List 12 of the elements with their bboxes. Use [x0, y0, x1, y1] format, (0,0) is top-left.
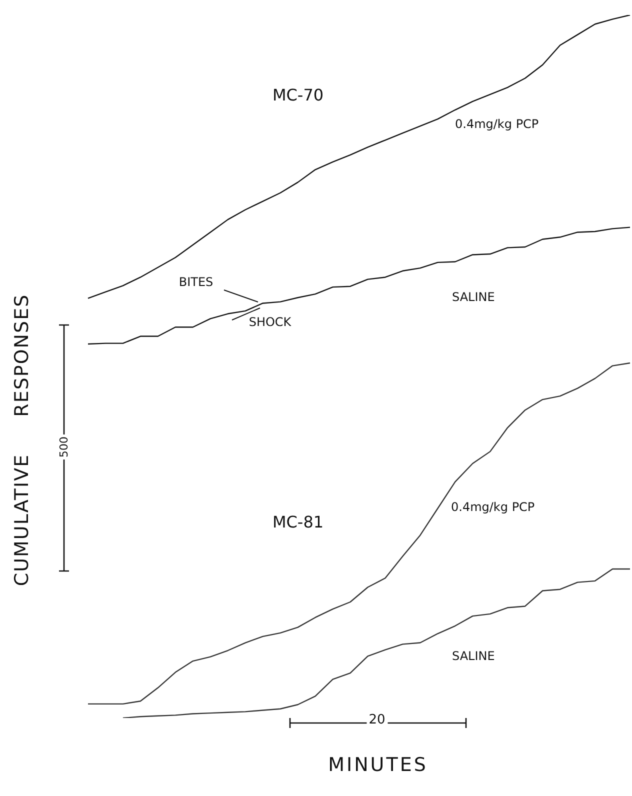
series-label: 0.4mg/kg PCP	[451, 500, 535, 514]
text: 500	[58, 434, 70, 460]
annotation: MC-81	[270, 512, 326, 532]
annotation: BITES	[176, 275, 216, 289]
annotation: SHOCK	[246, 315, 294, 329]
text: SALINE	[452, 290, 495, 304]
x-axis-title: MINUTES	[328, 754, 428, 776]
annotation: MC-70	[270, 86, 326, 104]
series-label: 0.4mg/kg PCP	[455, 117, 539, 132]
series-label: SALINE	[452, 649, 495, 664]
y-axis-title: CUMULATIVE RESPONSES	[11, 294, 33, 586]
annotation: 20	[366, 712, 388, 728]
